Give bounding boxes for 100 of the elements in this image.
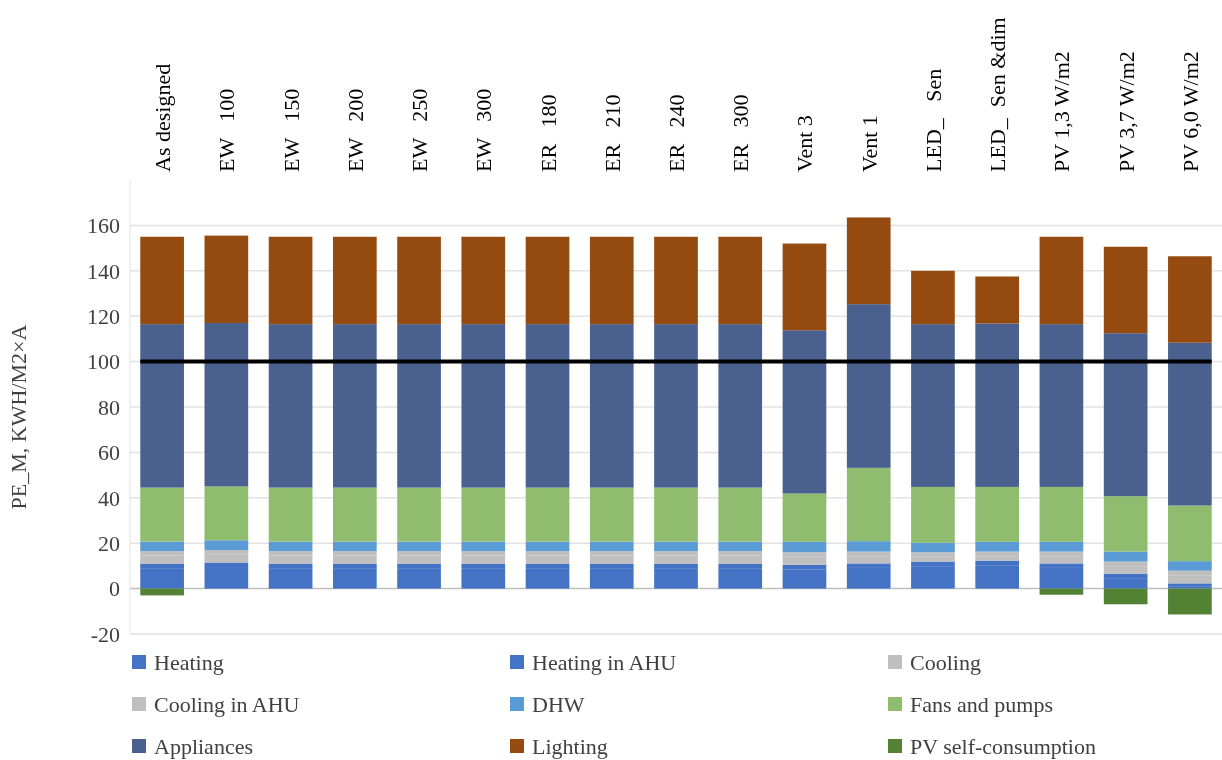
x-tick-label: Vent 1 (856, 115, 882, 172)
bar (589, 324, 634, 488)
bar (1168, 505, 1212, 562)
bar (1103, 566, 1148, 574)
x-tick-label: PV 6,0 W/m2 (1177, 51, 1203, 172)
bar (268, 555, 313, 564)
bar (1039, 567, 1084, 589)
bar (846, 541, 891, 552)
y-tick-label: 160 (87, 213, 120, 239)
y-tick-label: -20 (90, 621, 120, 647)
bar (911, 486, 955, 543)
bar (525, 487, 570, 542)
x-tick-label: ER 300 (728, 94, 754, 172)
bar (911, 556, 955, 562)
y-tick-label: 0 (109, 576, 120, 602)
x-tick-label: EW 200 (342, 88, 368, 172)
legend-label: PV self-consumption (910, 733, 1096, 759)
bar (975, 323, 1020, 487)
bar (461, 324, 506, 488)
bar (718, 324, 763, 488)
bar (525, 236, 570, 325)
bar (461, 541, 506, 552)
bar (397, 555, 441, 564)
bar (975, 541, 1020, 552)
bar (332, 568, 377, 589)
bar (589, 236, 634, 325)
bar (718, 487, 763, 542)
bar (461, 487, 506, 542)
bar (911, 324, 955, 487)
bar (911, 566, 955, 589)
y-tick-label: 120 (87, 303, 120, 329)
bar (397, 541, 441, 552)
bar (332, 236, 377, 325)
bar (1039, 556, 1084, 564)
bar (1168, 342, 1212, 506)
bar (525, 541, 570, 552)
y-tick-label: 40 (98, 485, 120, 511)
bar (975, 486, 1020, 542)
bar (718, 568, 763, 589)
bar (268, 236, 313, 325)
bar (589, 568, 634, 589)
bar (204, 486, 249, 541)
bar (1039, 236, 1084, 325)
y-tick-label: 20 (98, 530, 120, 556)
bar (332, 324, 377, 488)
bar (1103, 496, 1148, 552)
bar (911, 270, 955, 325)
bar (846, 217, 891, 305)
bar (461, 568, 506, 589)
legend-label: Cooling (910, 649, 981, 675)
bar (268, 541, 313, 552)
bar (1168, 588, 1212, 615)
bar (1103, 246, 1148, 334)
bar (397, 324, 441, 488)
bar (1103, 588, 1148, 605)
x-tick-label: EW 300 (471, 88, 497, 172)
bar (268, 568, 313, 589)
bar (332, 487, 377, 542)
legend-label: Heating (154, 649, 224, 675)
bar (782, 541, 827, 553)
bar (1168, 575, 1212, 584)
bar (975, 565, 1020, 589)
bar (1168, 561, 1212, 571)
bar (1039, 324, 1084, 487)
bar (140, 568, 184, 589)
bar (782, 556, 827, 565)
x-tick-label: Vent 3 (792, 115, 818, 172)
bar (461, 555, 506, 564)
bar (846, 556, 891, 564)
legend-label: Heating in AHU (532, 649, 677, 675)
legend-label: Appliances (154, 733, 253, 759)
bar (654, 487, 698, 542)
bar (332, 541, 377, 552)
bar (140, 236, 184, 325)
bar (1039, 486, 1084, 542)
bar (654, 541, 698, 552)
x-tick-label: ER 240 (664, 94, 689, 172)
legend-label: Lighting (532, 733, 608, 759)
bar (1103, 333, 1148, 497)
legend-label: Cooling in AHU (154, 691, 300, 717)
bar (589, 555, 634, 564)
x-tick-label: As designed (150, 63, 176, 172)
bar (975, 556, 1020, 561)
bar (782, 330, 827, 494)
bar (654, 324, 698, 488)
bar (268, 324, 313, 488)
x-tick-label: ER 180 (535, 94, 561, 172)
bar (975, 276, 1020, 324)
bar (204, 235, 249, 324)
bar (782, 569, 827, 589)
y-tick-label: 80 (98, 394, 120, 420)
bar (268, 487, 313, 542)
x-tick-label: LED_ Sen (920, 68, 946, 172)
bar (1039, 588, 1084, 595)
bar (1103, 551, 1148, 562)
x-tick-label: EW 100 (214, 88, 240, 172)
bar (397, 487, 441, 542)
bar (1168, 256, 1212, 343)
bar (589, 541, 634, 552)
y-tick-label: 140 (87, 258, 120, 284)
